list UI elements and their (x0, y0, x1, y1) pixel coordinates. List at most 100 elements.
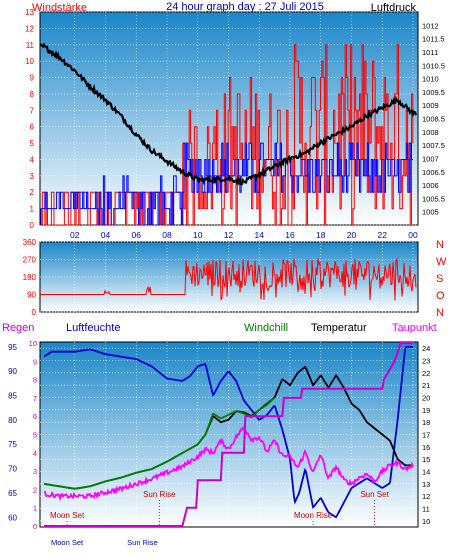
pressure-tick-label: 1007.5 (422, 141, 445, 150)
hour-tick-label: 12 (224, 230, 234, 240)
pressure-tick-label: 1006.5 (422, 168, 445, 177)
humidity-line (43, 346, 413, 519)
temperature-tick-label: 17 (422, 431, 430, 440)
temperature-tick-label: 15 (422, 455, 430, 464)
wind-tick-label: 5 (30, 139, 35, 148)
pressure-tick-label: 1008.5 (422, 115, 445, 124)
pressure-tick-label: 1005.5 (422, 194, 445, 203)
rain-tick-label: 2 (33, 485, 37, 494)
temperature-tick-label: 20 (422, 394, 430, 403)
wind-tick-label: 2 (30, 188, 35, 197)
dewpoint-line (43, 425, 414, 502)
pressure-tick-label: 1005 (422, 208, 439, 217)
panel-3-axes: 6065707580859095012345678910101112131415… (8, 339, 430, 531)
pressure-tick-label: 1009.5 (422, 88, 445, 97)
rain-legend: Regen (2, 322, 34, 334)
temperature-tick-label: 12 (422, 492, 430, 501)
temperature-tick-label: 18 (422, 418, 430, 427)
direction-tick-label: 0 (32, 308, 37, 317)
temperature-tick-label: 21 (422, 381, 430, 390)
pressure-tick-label: 1012 (422, 21, 439, 30)
hour-tick-label: 22 (378, 230, 388, 240)
temperature-tick-label: 11 (422, 505, 430, 514)
rain-tick-label: 1 (33, 504, 37, 513)
time-x-axis: 02 04 06 08 10 12 14 16 18 20 22 00 (70, 230, 418, 240)
wind-tick-label: 6 (30, 123, 35, 132)
rain-tick-label: 5 (33, 431, 37, 440)
chart-title: 24 hour graph day : 27 Juli 2015 (166, 1, 324, 13)
astro-label: Moon Rise (294, 511, 333, 520)
panel-3-grid (40, 342, 418, 527)
pressure-line-layer (40, 42, 418, 186)
temperature-tick-label: 24 (422, 344, 430, 353)
humidity-tick-label: 95 (8, 343, 17, 352)
rain-tick-label: 7 (33, 394, 37, 403)
wind-tick-label: 11 (26, 41, 35, 50)
rain-tick-label: 4 (33, 449, 37, 458)
astro-bottom-label: Moon Set (51, 538, 84, 547)
compass-label: O (436, 290, 445, 302)
direction-tick-label: 180 (23, 273, 37, 282)
temperature-humidity-panel: Moon Set Sun Rise Moon Rise Sun Set Moon Set… (8, 339, 430, 547)
pressure-tick-label: 1011.5 (422, 35, 444, 44)
humidity-tick-label: 65 (8, 489, 17, 498)
wind-tick-label: 7 (30, 106, 35, 115)
hour-tick-label: 14 (255, 230, 265, 240)
temperature-tick-label: 10 (422, 517, 430, 526)
wind-tick-label: 9 (30, 74, 35, 83)
wind-axis-title: Windstärke (32, 2, 87, 14)
temperature-tick-label: 23 (422, 357, 430, 366)
temperature-tick-label: 19 (422, 406, 430, 415)
rain-tick-label: 0 (33, 522, 37, 531)
humidity-tick-label: 70 (8, 465, 17, 474)
wind-bars (40, 44, 414, 225)
wind-gust-bars (40, 142, 413, 225)
wind-tick-label: 1 (30, 205, 35, 214)
temperature-tick-label: 16 (422, 443, 430, 452)
humidity-tick-label: 90 (8, 367, 17, 376)
rain-tick-label: 8 (33, 376, 37, 385)
astro-label: Moon Set (50, 511, 85, 520)
compass-label: W (436, 256, 447, 268)
humidity-tick-label: 75 (8, 440, 17, 449)
wind-tick-label: 8 (30, 90, 35, 99)
compass-label: S (436, 273, 443, 285)
wind-tick-label: 12 (25, 24, 34, 33)
direction-y-axis: 0 90 180 270 360 (23, 238, 37, 317)
astro-bottom-label: Sun Rise (127, 538, 157, 547)
wind-speed-bars (40, 44, 414, 225)
pressure-tick-label: 1009 (422, 101, 439, 110)
hour-tick-label: 02 (70, 230, 80, 240)
wind-direction-series (40, 257, 417, 301)
compass-label: N (436, 307, 444, 319)
hour-tick-label: 04 (101, 230, 111, 240)
pressure-tick-label: 1006 (422, 181, 439, 190)
humidity-tick-label: 85 (8, 392, 17, 401)
humidity-tick-label: 80 (8, 416, 17, 425)
dewpoint-legend: Taupunkt (392, 322, 437, 334)
rain-tick-label: 6 (33, 412, 37, 421)
hour-tick-label: 20 (347, 230, 357, 240)
hour-tick-label: 10 (193, 230, 203, 240)
pressure-tick-label: 1010 (422, 75, 439, 84)
windchill-legend: Windchill (244, 322, 288, 334)
wind-direction-line (40, 257, 417, 301)
pressure-tick-label: 1008 (422, 128, 439, 137)
temperature-legend: Temperatur (311, 322, 367, 334)
wind-tick-label: 13 (25, 8, 34, 17)
pressure-tick-label: 1010.5 (422, 61, 445, 70)
rain-line (44, 342, 413, 527)
windchill-line (43, 397, 275, 490)
wind-tick-label: 10 (25, 57, 34, 66)
astro-label: Sun Set (360, 490, 389, 499)
wind-tick-label: 4 (30, 155, 35, 164)
compass-label: N (436, 239, 444, 251)
pressure-axis-title: Luftdruck (371, 2, 417, 14)
hour-tick-label: 06 (132, 230, 142, 240)
direction-tick-label: 270 (23, 256, 37, 265)
hour-tick-label: 18 (316, 230, 326, 240)
